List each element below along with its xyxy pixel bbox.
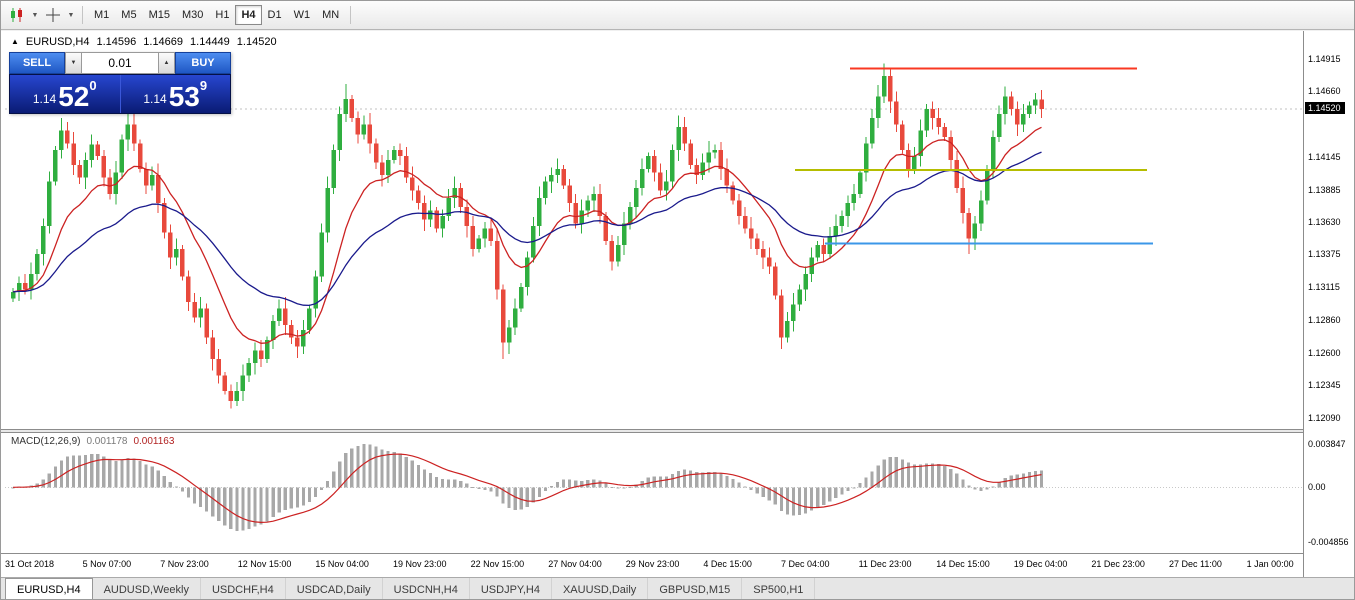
buy-price-big: 53 — [168, 81, 200, 112]
sell-button[interactable]: SELL — [9, 52, 65, 74]
ma-fast-line — [12, 126, 1042, 344]
timeframe-button-h4[interactable]: H4 — [235, 5, 262, 25]
toolbar: ▼ ▼ M1 M5 M15 M30 H1 H4 D1 W1 MN — [1, 1, 1354, 30]
macd-indicator-chart[interactable] — [5, 433, 1303, 553]
chart-tab-eurusd-h4[interactable]: EURUSD,H4 — [5, 578, 93, 599]
chart-tab-sp500-h1[interactable]: SP500,H1 — [742, 578, 816, 599]
time-axis-label: 21 Dec 23:00 — [1091, 559, 1145, 569]
buy-button[interactable]: BUY — [175, 52, 231, 74]
candlestick-glyph — [11, 8, 22, 22]
time-axis-label: 19 Nov 23:00 — [393, 559, 447, 569]
timeframe-button-d1[interactable]: D1 — [262, 5, 288, 25]
price-axis-label: 1.12860 — [1308, 314, 1341, 325]
chart-tab-audusd-weekly[interactable]: AUDUSD,Weekly — [93, 578, 201, 599]
ohlc-open: 1.14596 — [96, 36, 137, 48]
time-axis-label: 19 Dec 04:00 — [1013, 559, 1068, 569]
time-axis-label: 29 Nov 23:00 — [625, 559, 680, 569]
time-axis-label: 1 Jan 00:00 — [1246, 559, 1294, 569]
volume-input[interactable] — [82, 52, 158, 74]
macd-value-signal: 0.001163 — [133, 436, 175, 447]
time-axis-label: 7 Dec 04:00 — [781, 559, 830, 569]
time-axis-label: 5 Nov 07:00 — [82, 559, 132, 569]
cursor-dropdown-icon[interactable]: ▼ — [67, 11, 75, 19]
chart-tab-usdjpy-h4[interactable]: USDJPY,H4 — [470, 578, 552, 599]
price-axis-label: 1.12345 — [1308, 380, 1341, 391]
timeframe-button-m1[interactable]: M1 — [88, 5, 115, 25]
time-axis-label: 7 Nov 23:00 — [160, 559, 209, 569]
buy-price-prefix: 1.14 — [143, 92, 167, 106]
chart-tab-usdchf-h4[interactable]: USDCHF,H4 — [201, 578, 286, 599]
price-axis-label: 1.14915 — [1308, 54, 1341, 65]
price-axis-label: 1.13375 — [1308, 249, 1341, 260]
price-axis-label: 1.14660 — [1308, 86, 1341, 97]
symbol-marker-icon: ▲ — [11, 37, 19, 46]
sell-price-big: 52 — [58, 81, 90, 112]
macd-signal-line — [12, 453, 1042, 524]
volume-decrease-button[interactable]: ▼ — [65, 52, 82, 74]
macd-axis-label: 0.00 — [1308, 482, 1326, 493]
chart-tab-bar: EURUSD,H4 AUDUSD,Weekly USDCHF,H4 USDCAD… — [1, 577, 1354, 599]
timeframe-button-w1[interactable]: W1 — [288, 5, 317, 25]
price-axis-label: 1.14145 — [1308, 151, 1341, 162]
crosshair-icon[interactable] — [41, 5, 65, 26]
time-axis-label: 11 Dec 23:00 — [858, 559, 912, 569]
price-axis-label: 1.12600 — [1308, 347, 1341, 358]
buy-price-sup: 9 — [199, 78, 208, 93]
price-axis-label: 1.12090 — [1308, 412, 1341, 423]
time-axis[interactable]: 31 Oct 2018 5 Nov 07:00 7 Nov 23:00 12 Nov … — [1, 553, 1303, 575]
sell-price-display[interactable]: 1.14 52 0 — [10, 75, 121, 113]
toolbar-separator — [350, 6, 352, 24]
timeframe-button-h1[interactable]: H1 — [209, 5, 235, 25]
macd-axis-label: 0.003847 — [1308, 438, 1346, 449]
crosshair-glyph — [46, 8, 60, 22]
price-axis-label: 1.13115 — [1308, 282, 1340, 293]
timeframe-button-m15[interactable]: M15 — [143, 5, 176, 25]
timeframe-button-m30[interactable]: M30 — [176, 5, 209, 25]
ma-slow-line — [12, 151, 1042, 307]
chart-symbol-label: EURUSD,H4 — [25, 36, 90, 48]
time-axis-label: 27 Nov 04:00 — [548, 559, 602, 569]
sell-price-prefix: 1.14 — [32, 92, 57, 106]
trade-panel-controls: SELL ▼ ▲ BUY — [9, 52, 231, 74]
main-price-chart[interactable] — [5, 33, 1303, 429]
current-price-badge: 1.14520 — [1305, 102, 1345, 115]
time-axis-label: 15 Nov 04:00 — [315, 559, 369, 569]
timeframe-button-m5[interactable]: M5 — [115, 5, 142, 25]
sell-price-sup: 0 — [89, 78, 97, 93]
chart-tab-gbpusd-m15[interactable]: GBPUSD,M15 — [648, 578, 743, 599]
time-axis-label: 14 Dec 15:00 — [936, 559, 990, 569]
ohlc-low: 1.14449 — [190, 36, 230, 48]
volume-increase-button[interactable]: ▲ — [158, 52, 175, 74]
timeframe-button-mn[interactable]: MN — [316, 5, 345, 25]
macd-value-main: 0.001178 — [86, 436, 128, 447]
price-axis-label: 1.13630 — [1308, 217, 1341, 228]
time-axis-label: 27 Dec 11:00 — [1169, 559, 1222, 569]
toolbar-separator — [82, 6, 83, 24]
candlestick-chart-icon[interactable] — [5, 5, 29, 26]
chart-region: ▲ EURUSD,H4 1.14596 1.14669 1.14449 1.14… — [1, 31, 1354, 577]
candlestick-series — [10, 63, 1044, 409]
macd-histogram — [11, 444, 1044, 531]
macd-axis-label: -0.004856 — [1308, 537, 1349, 548]
chart-tab-usdcad-daily[interactable]: USDCAD,Daily — [286, 578, 383, 599]
price-axis-label: 1.13885 — [1308, 184, 1341, 195]
chart-tab-usdcnh-h4[interactable]: USDCNH,H4 — [383, 578, 470, 599]
trade-panel-prices: 1.14 52 0 1.14 53 9 — [9, 74, 231, 114]
time-axis-label: 22 Nov 15:00 — [470, 559, 525, 569]
time-axis-label: 12 Nov 15:00 — [237, 559, 292, 569]
ohlc-high: 1.14669 — [143, 36, 184, 48]
chart-type-dropdown-icon[interactable]: ▼ — [31, 11, 39, 19]
buy-price-display[interactable]: 1.14 53 9 — [120, 75, 230, 113]
chart-tab-xauusd-daily[interactable]: XAUUSD,Daily — [552, 578, 649, 599]
time-axis-label: 4 Dec 15:00 — [703, 559, 752, 569]
price-axis[interactable]: 1.14915 1.14660 1.14145 1.13885 1.13630 1.133… — [1303, 31, 1354, 577]
time-axis-label: 31 Oct 2018 — [5, 559, 55, 569]
panel-divider[interactable] — [1, 429, 1354, 433]
macd-name: MACD(12,26,9) — [11, 436, 81, 447]
macd-indicator-label: MACD(12,26,9) 0.001178 0.001163 — [11, 436, 174, 447]
ohlc-header: ▲ EURUSD,H4 1.14596 1.14669 1.14449 1.14… — [11, 36, 277, 48]
ohlc-close: 1.14520 — [236, 36, 277, 48]
